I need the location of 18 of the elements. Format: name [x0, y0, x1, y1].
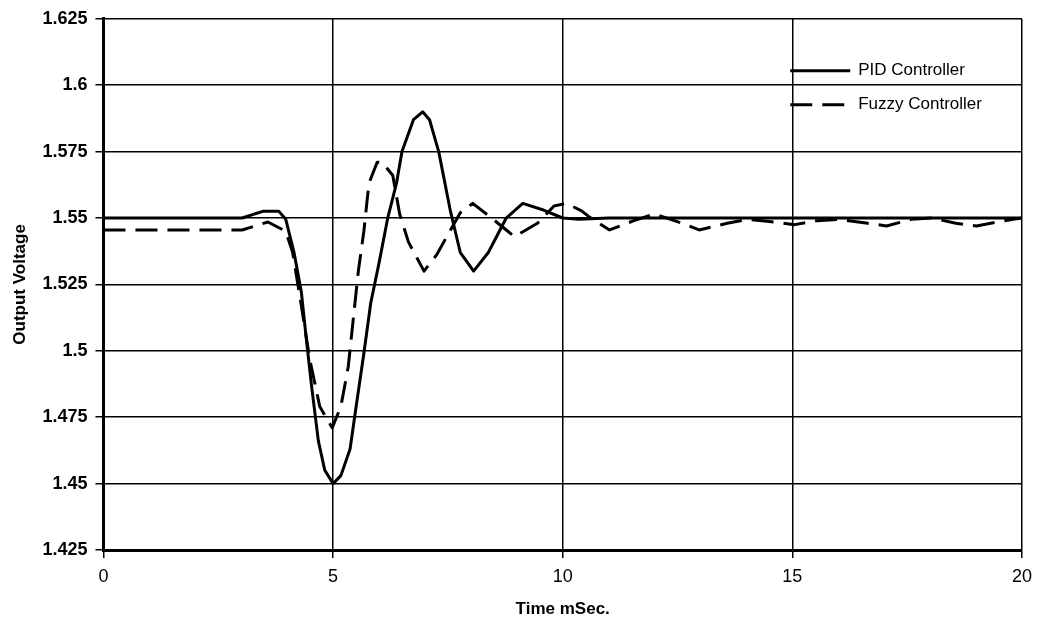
- y-tick-label: 1.625: [42, 7, 88, 28]
- x-tick-label: 5: [328, 565, 339, 586]
- y-tick-label: 1.475: [42, 406, 88, 427]
- x-axis-title: Time mSec.: [515, 599, 610, 619]
- y-tick-label: 1.6: [62, 74, 88, 95]
- y-tick-label: 1.525: [42, 273, 88, 294]
- x-tick-label: 0: [98, 565, 109, 586]
- y-axis-title: Output Voltage: [9, 224, 29, 345]
- y-tick-label: 1.575: [42, 140, 88, 161]
- y-tick-label: 1.5: [62, 339, 88, 360]
- y-tick-label: 1.425: [42, 538, 88, 559]
- x-tick-label: 20: [1011, 565, 1032, 586]
- y-tick-label: 1.45: [52, 472, 88, 493]
- x-tick-label: 10: [552, 565, 573, 586]
- y-tick-label: 1.55: [52, 206, 88, 227]
- legend-label: PID Controller: [858, 60, 966, 80]
- legend-label: Fuzzy Controller: [858, 94, 983, 114]
- x-tick-label: 15: [782, 565, 803, 586]
